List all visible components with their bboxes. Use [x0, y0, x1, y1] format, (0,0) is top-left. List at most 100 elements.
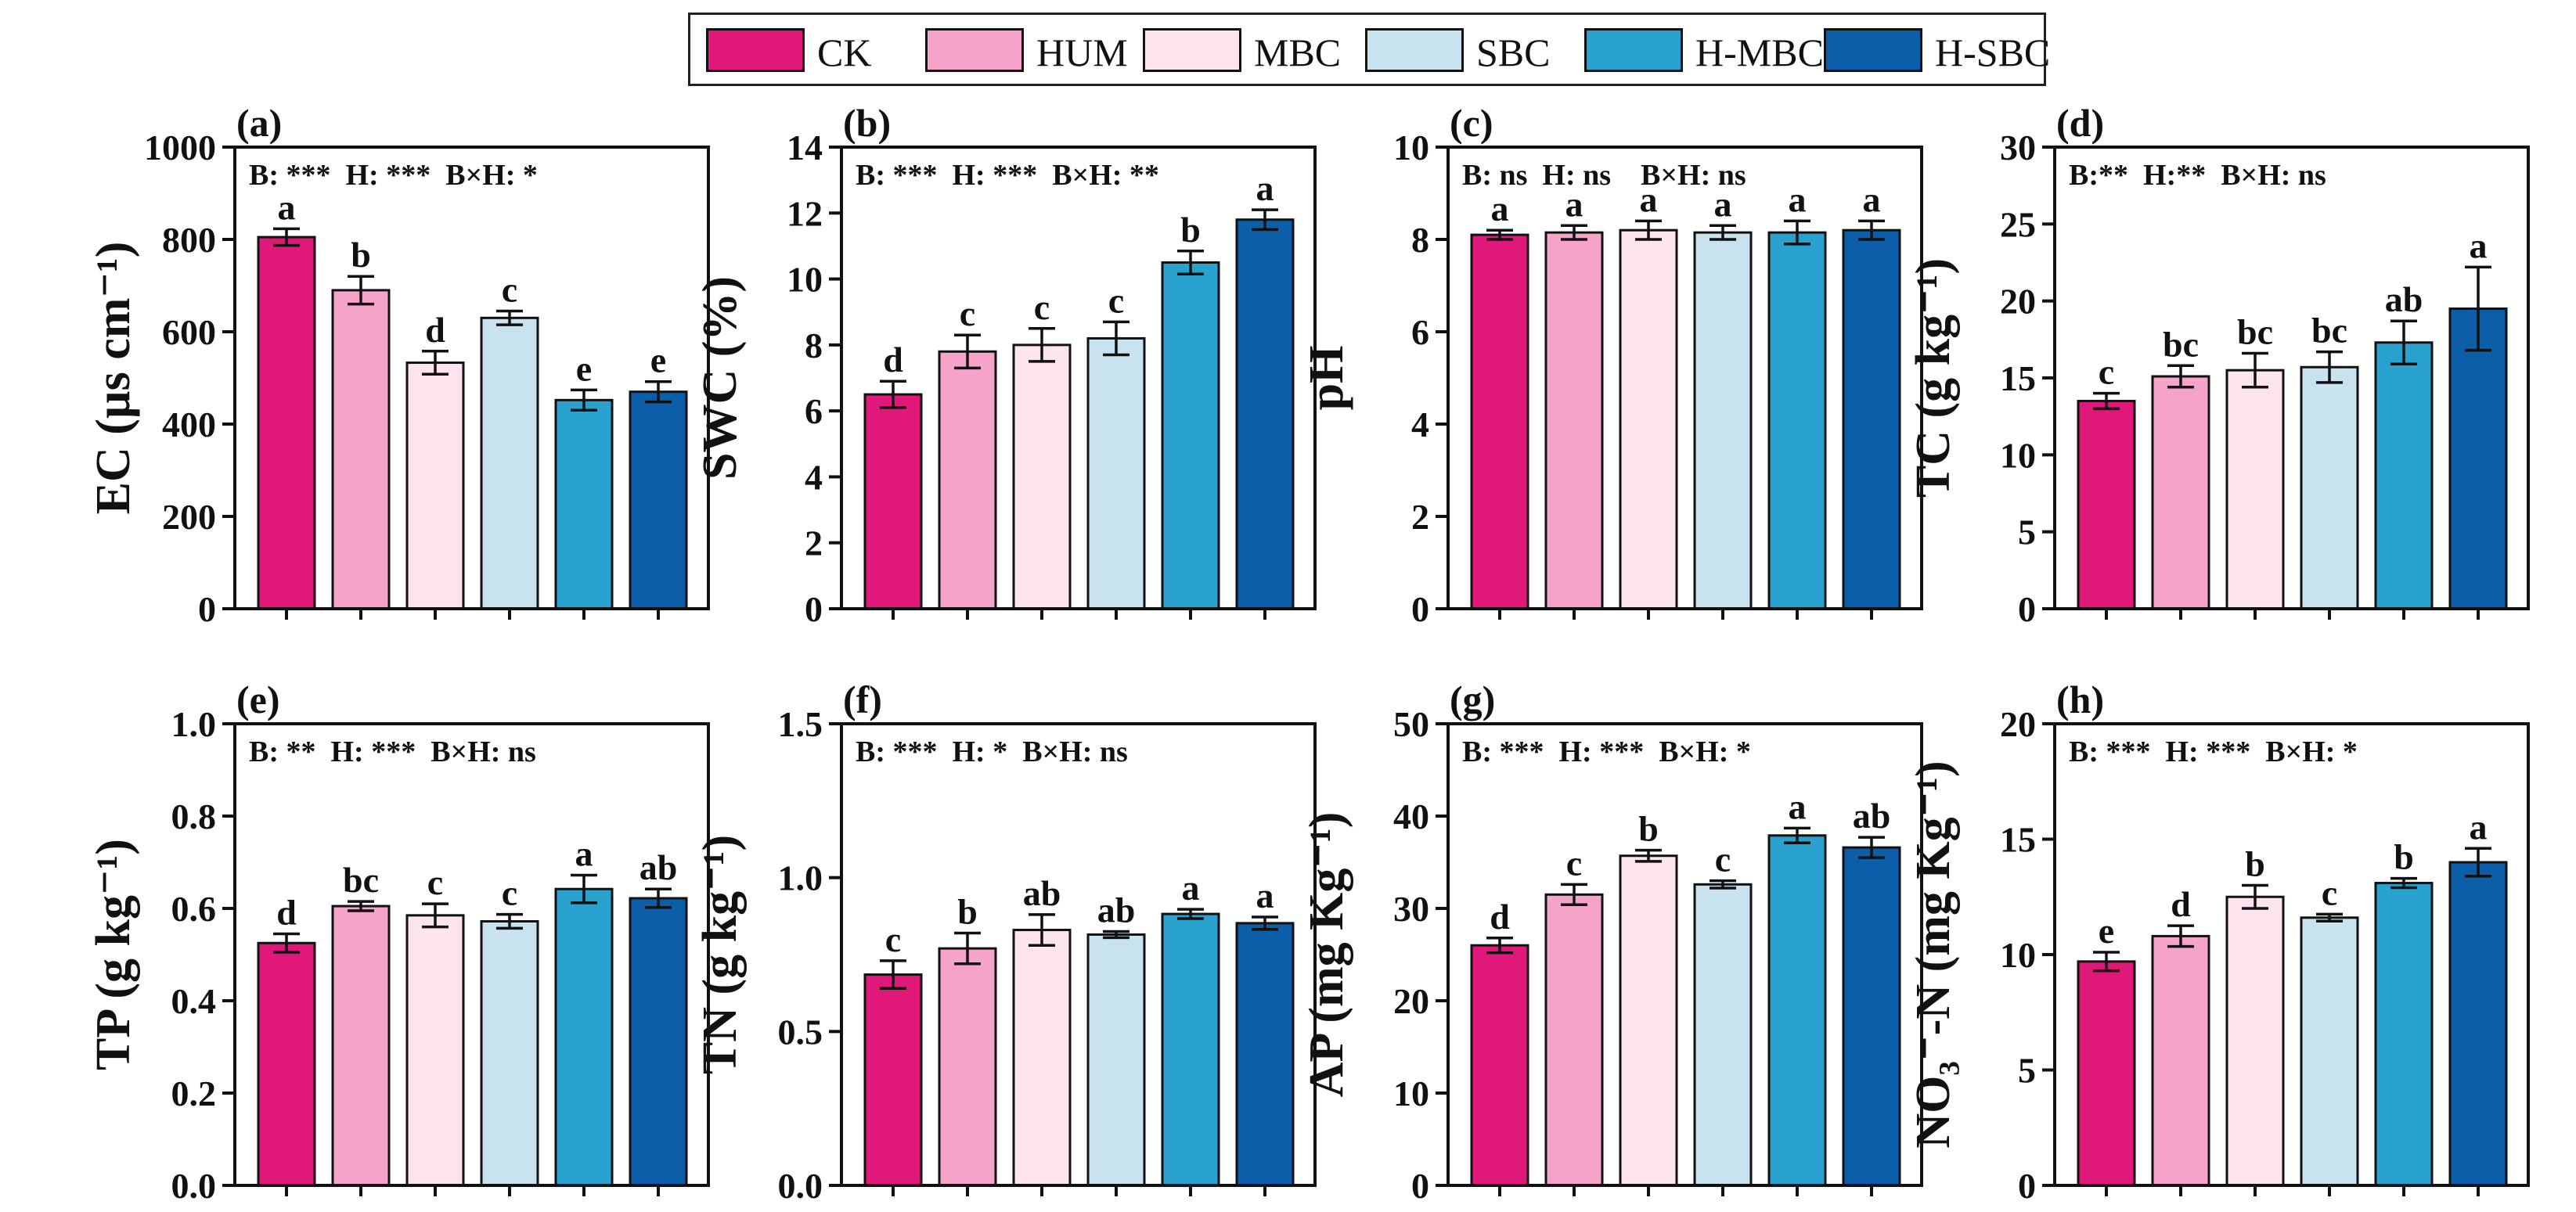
significance-letter: a [1863, 179, 1881, 219]
y-tick-label: 10 [2000, 435, 2036, 475]
panel-label: (g) [1450, 678, 1495, 721]
significance-letter: ab [1023, 873, 1061, 913]
bar-sbc [1693, 231, 1753, 610]
panel-label: (f) [843, 678, 882, 721]
bar-h-sbc [2448, 307, 2508, 610]
y-tick-label: 15 [2000, 820, 2036, 860]
significance-letter: d [1490, 897, 1510, 937]
significance-letter: c [1715, 840, 1731, 879]
bar-sbc [2300, 365, 2359, 610]
significance-letter: b [957, 891, 978, 931]
y-tick-label: 20 [1393, 981, 1429, 1021]
y-tick-label: 0 [1411, 1166, 1429, 1206]
y-tick-label: 200 [162, 497, 216, 537]
bar-hum [1544, 893, 1604, 1187]
significance-letter: bc [2237, 312, 2273, 352]
y-tick-label: 1.5 [778, 704, 823, 744]
bar-ck [863, 393, 923, 610]
bar-mbc [1012, 929, 1072, 1187]
bar-hum [2151, 934, 2210, 1187]
y-tick-label: 25 [2000, 204, 2036, 244]
bar-h-mbc [2374, 882, 2434, 1187]
bar-h-mbc [554, 887, 614, 1187]
bar-mbc [1012, 343, 1072, 610]
y-tick-label: 6 [1411, 312, 1429, 352]
y-tick-label: 12 [787, 193, 823, 233]
significance-letter: a [1256, 876, 1274, 915]
y-axis-label: TP (g kg⁻¹) [87, 839, 140, 1070]
y-tick-label: 15 [2000, 358, 2036, 398]
bar-hum [331, 905, 391, 1187]
y-tick-label: 0.5 [778, 1012, 823, 1052]
bar-mbc [1619, 228, 1678, 610]
y-axis-label: AP (mg Kg⁻¹) [1300, 812, 1353, 1098]
bar-ck [257, 941, 316, 1187]
panel-label: (h) [2056, 678, 2104, 721]
y-tick-label: 1.0 [171, 704, 217, 744]
bar-h-mbc [1161, 912, 1220, 1187]
stats-annotation: B:** H:** B×H: ns [2069, 159, 2326, 192]
bar-mbc [2225, 895, 2285, 1187]
bar-h-sbc [1842, 228, 1901, 610]
y-tick-label: 1000 [144, 128, 216, 167]
y-tick-label: 30 [1393, 889, 1429, 929]
y-tick-label: 600 [162, 312, 216, 352]
significance-letter: a [1789, 179, 1807, 219]
y-tick-label: 0.0 [171, 1166, 217, 1206]
y-tick-label: 30 [2000, 128, 2036, 167]
y-tick-label: 10 [1393, 1074, 1429, 1113]
y-tick-label: 6 [805, 391, 823, 431]
panel-label: (b) [843, 101, 891, 145]
y-tick-label: 10 [2000, 935, 2036, 975]
y-axis-label: SWC (%) [694, 276, 747, 480]
significance-letter: bc [343, 860, 379, 900]
bar-sbc [480, 316, 539, 610]
legend-swatch [1143, 28, 1241, 72]
chart-panel-3: a a a a a a 0 2 4 6 8 10 (c) B: ns H: ns B×H: ns pH [1300, 101, 1923, 629]
stats-annotation: B: *** H: *** B×H: * [2069, 735, 2358, 768]
chart-panel-2: d c c c b a 0 2 4 6 8 10 12 14 (b) B: *** H: *** B×H: *… [694, 101, 1317, 629]
legend-label: SBC [1476, 31, 1551, 74]
significance-letter: b [351, 235, 371, 275]
stats-annotation: B: *** H: *** B×H: * [249, 159, 538, 192]
significance-letter: e [2099, 911, 2114, 951]
y-tick-label: 1.0 [778, 858, 823, 898]
y-axis-label: NO₃⁻-N (mg Kg⁻¹) [1907, 761, 1960, 1148]
legend-label: HUM [1036, 31, 1128, 74]
y-tick-label: 20 [2000, 704, 2036, 744]
legend-swatch [1584, 28, 1683, 72]
panel-label: (c) [1450, 101, 1493, 145]
significance-letter: a [1182, 868, 1200, 908]
significance-letter: d [276, 892, 297, 932]
plot-frame [233, 146, 710, 610]
significance-letter: a [575, 834, 593, 874]
y-tick-label: 4 [805, 457, 823, 497]
significance-letter: b [2245, 844, 2265, 884]
significance-letter: a [1491, 189, 1509, 228]
significance-letter: c [2322, 872, 2337, 912]
y-axis-label: pH [1300, 346, 1353, 411]
bar-mbc [1619, 854, 1678, 1187]
y-axis-label: TN (g kg⁻¹) [694, 835, 747, 1074]
legend-label: MBC [1254, 31, 1342, 74]
chart-panel-6: c b ab ab a a 0.0 0.5 1.0 1.5 (f) B: *** H: * B×H: … [694, 678, 1317, 1206]
y-tick-label: 10 [1393, 128, 1429, 167]
bar-hum [938, 947, 997, 1187]
y-tick-label: 14 [787, 128, 823, 167]
significance-letter: a [1256, 168, 1274, 208]
significance-letter: a [278, 187, 296, 227]
bar-sbc [480, 920, 539, 1187]
y-tick-label: 0 [2018, 589, 2036, 629]
stats-annotation: B: *** H: *** B×H: ** [856, 159, 1159, 192]
stats-annotation: B: *** H: * B×H: ns [856, 735, 1128, 768]
y-tick-label: 0.4 [171, 981, 217, 1021]
plot-frame [840, 722, 1317, 1187]
y-tick-label: 5 [2018, 1051, 2036, 1091]
bar-ck [863, 973, 923, 1187]
bar-h-mbc [1767, 834, 1827, 1187]
bar-ck [1470, 233, 1529, 610]
bar-sbc [1086, 336, 1146, 610]
bar-h-sbc [629, 897, 688, 1187]
bar-mbc [405, 914, 465, 1187]
bar-h-mbc [1161, 261, 1220, 610]
